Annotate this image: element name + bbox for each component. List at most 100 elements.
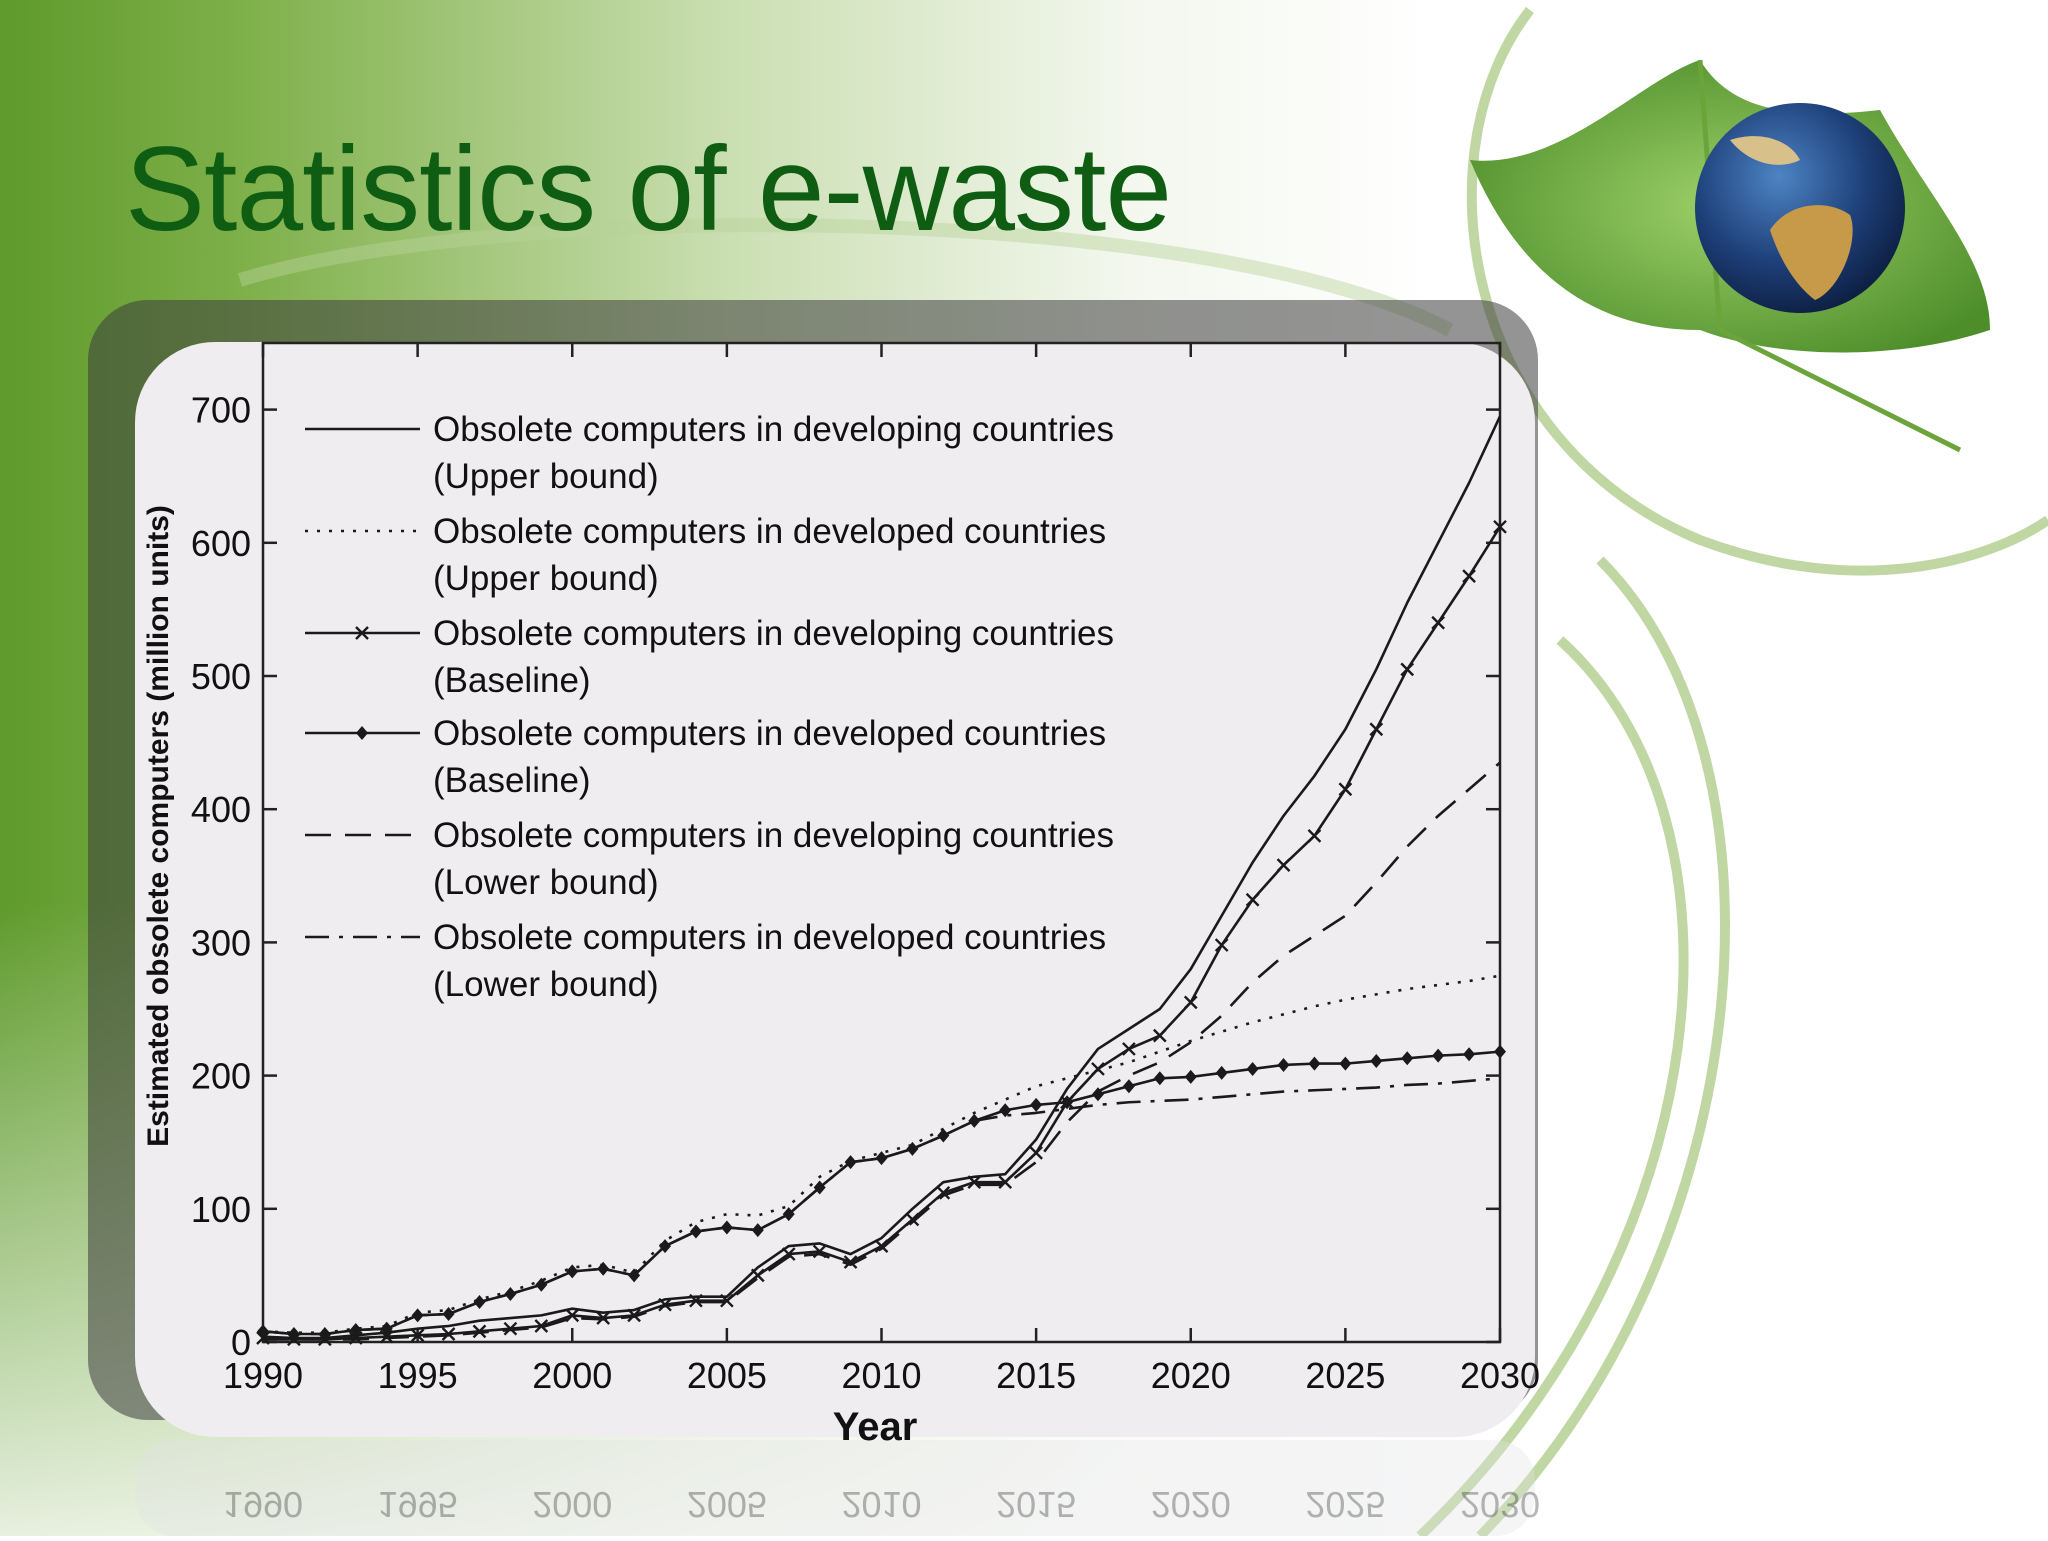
reflected-x-tick-labels: 1990 1995 2000 2005 2010 2015 2020 2025 2030 [223,1484,1540,1525]
data-point [535,1277,548,1292]
data-point [936,1185,951,1200]
legend-entry-3: Obsolete computers in developing countri… [305,614,1114,700]
data-point [905,1212,920,1227]
series-line [262,974,1501,1334]
data-point [1030,1097,1043,1112]
series-line [262,1050,1501,1336]
decorative-arcs [237,6,2048,1536]
data-point [503,1321,518,1336]
data-point [998,1175,1013,1190]
y-tick-label: 300 [191,922,251,963]
data-point [1214,938,1229,952]
legend-label-suffix: (Lower bound) [433,863,659,902]
y-tick-label: 600 [191,523,251,564]
data-point [1307,828,1322,843]
series-line [262,1076,1501,1336]
reflected-x-tick-label: 2025 [1305,1484,1385,1525]
data-point [1152,1028,1167,1043]
reflected-x-tick-label: 2010 [841,1484,921,1525]
data-point [1370,1053,1383,1068]
data-point [442,1307,455,1322]
data-point [1431,615,1445,630]
data-point [349,1323,362,1338]
data-point [565,1308,580,1323]
x-axis-label: Year [833,1405,918,1449]
data-point [1029,1146,1043,1160]
reflected-x-tick-label: 2020 [1151,1484,1231,1525]
leaf-globe-image [1470,59,1990,453]
x-axis: 1990 1995 2000 2005 2010 2015 2020 2025 2030 [223,343,1540,1396]
y-axis-label: Estimated obsolete computers (million un… [142,505,175,1147]
data-point [1122,1042,1136,1056]
data-point [689,1293,703,1308]
data-point [1245,892,1260,907]
data-point [750,1268,765,1283]
x-tick-label: 2005 [687,1355,767,1396]
data-point [874,1239,889,1253]
y-tick-label: 700 [191,390,251,431]
series-line [263,761,1501,1341]
slide-title: Statistics of e-waste [125,122,1172,256]
data-point [1400,662,1415,677]
reflected-x-tick-label: 2015 [996,1484,1076,1525]
data-point [1153,1071,1166,1086]
y-tick-label: 100 [191,1189,251,1230]
series-2 [262,974,1501,1334]
legend-label: Obsolete computers in developed countrie… [433,714,1106,753]
x-tick-label: 2020 [1151,1355,1231,1396]
legend-label: Obsolete computers in developing countri… [433,816,1114,855]
legend: Obsolete computers in developing countri… [305,410,1114,1004]
x-tick-label: 2000 [532,1355,612,1396]
x-tick-label: 2025 [1305,1355,1385,1396]
data-point [1246,1061,1259,1076]
y-tick-label: 400 [191,789,251,830]
data-point [566,1264,579,1279]
legend-entry-1: Obsolete computers in developing countri… [305,410,1114,496]
data-point [1494,1044,1506,1059]
reflected-x-tick-label: 1990 [223,1484,303,1525]
legend-label: Obsolete computers in developed countrie… [433,512,1106,551]
data-point [534,1319,549,1333]
chart-panel [135,342,1535,1437]
data-point [379,1329,394,1344]
legend-label: Obsolete computers in developing countri… [433,614,1114,653]
y-tick-label: 200 [191,1056,251,1097]
data-point [1277,1057,1290,1072]
reflected-x-tick-label: 1995 [378,1484,458,1525]
data-point [751,1223,764,1238]
series-6 [262,1076,1501,1336]
data-point [1463,1047,1476,1062]
legend-marker [356,726,368,740]
data-point [875,1151,888,1166]
series-line [262,415,1502,1340]
data-point [441,1327,456,1341]
x-tick-label: 2015 [996,1355,1076,1396]
legend-label-suffix: (Lower bound) [433,965,659,1004]
data-point [1184,1069,1197,1084]
data-point [1122,1079,1135,1094]
legend-entry-6: Obsolete computers in developed countrie… [305,918,1106,1004]
data-point [1215,1065,1228,1080]
data-point [410,1328,425,1343]
data-point [689,1224,702,1239]
series-1 [262,415,1502,1340]
legend-label: Obsolete computers in developing countri… [433,410,1114,449]
chart-reflection [135,1440,1535,1536]
legend-label: Obsolete computers in developed countrie… [433,918,1106,957]
legend-label-suffix: (Baseline) [433,661,591,700]
reflected-x-tick-label: 2000 [532,1484,612,1525]
legend-entry-4: Obsolete computers in developed countrie… [305,714,1106,800]
data-point [1369,722,1384,737]
data-point [967,1175,982,1190]
y-tick-label: 500 [191,656,251,697]
x-tick-label: 2010 [841,1355,921,1396]
data-point [1183,995,1198,1010]
x-tick-label: 1995 [378,1355,458,1396]
data-point [1339,1056,1352,1071]
y-tick-label: 0 [231,1322,251,1363]
data-point [380,1321,393,1336]
